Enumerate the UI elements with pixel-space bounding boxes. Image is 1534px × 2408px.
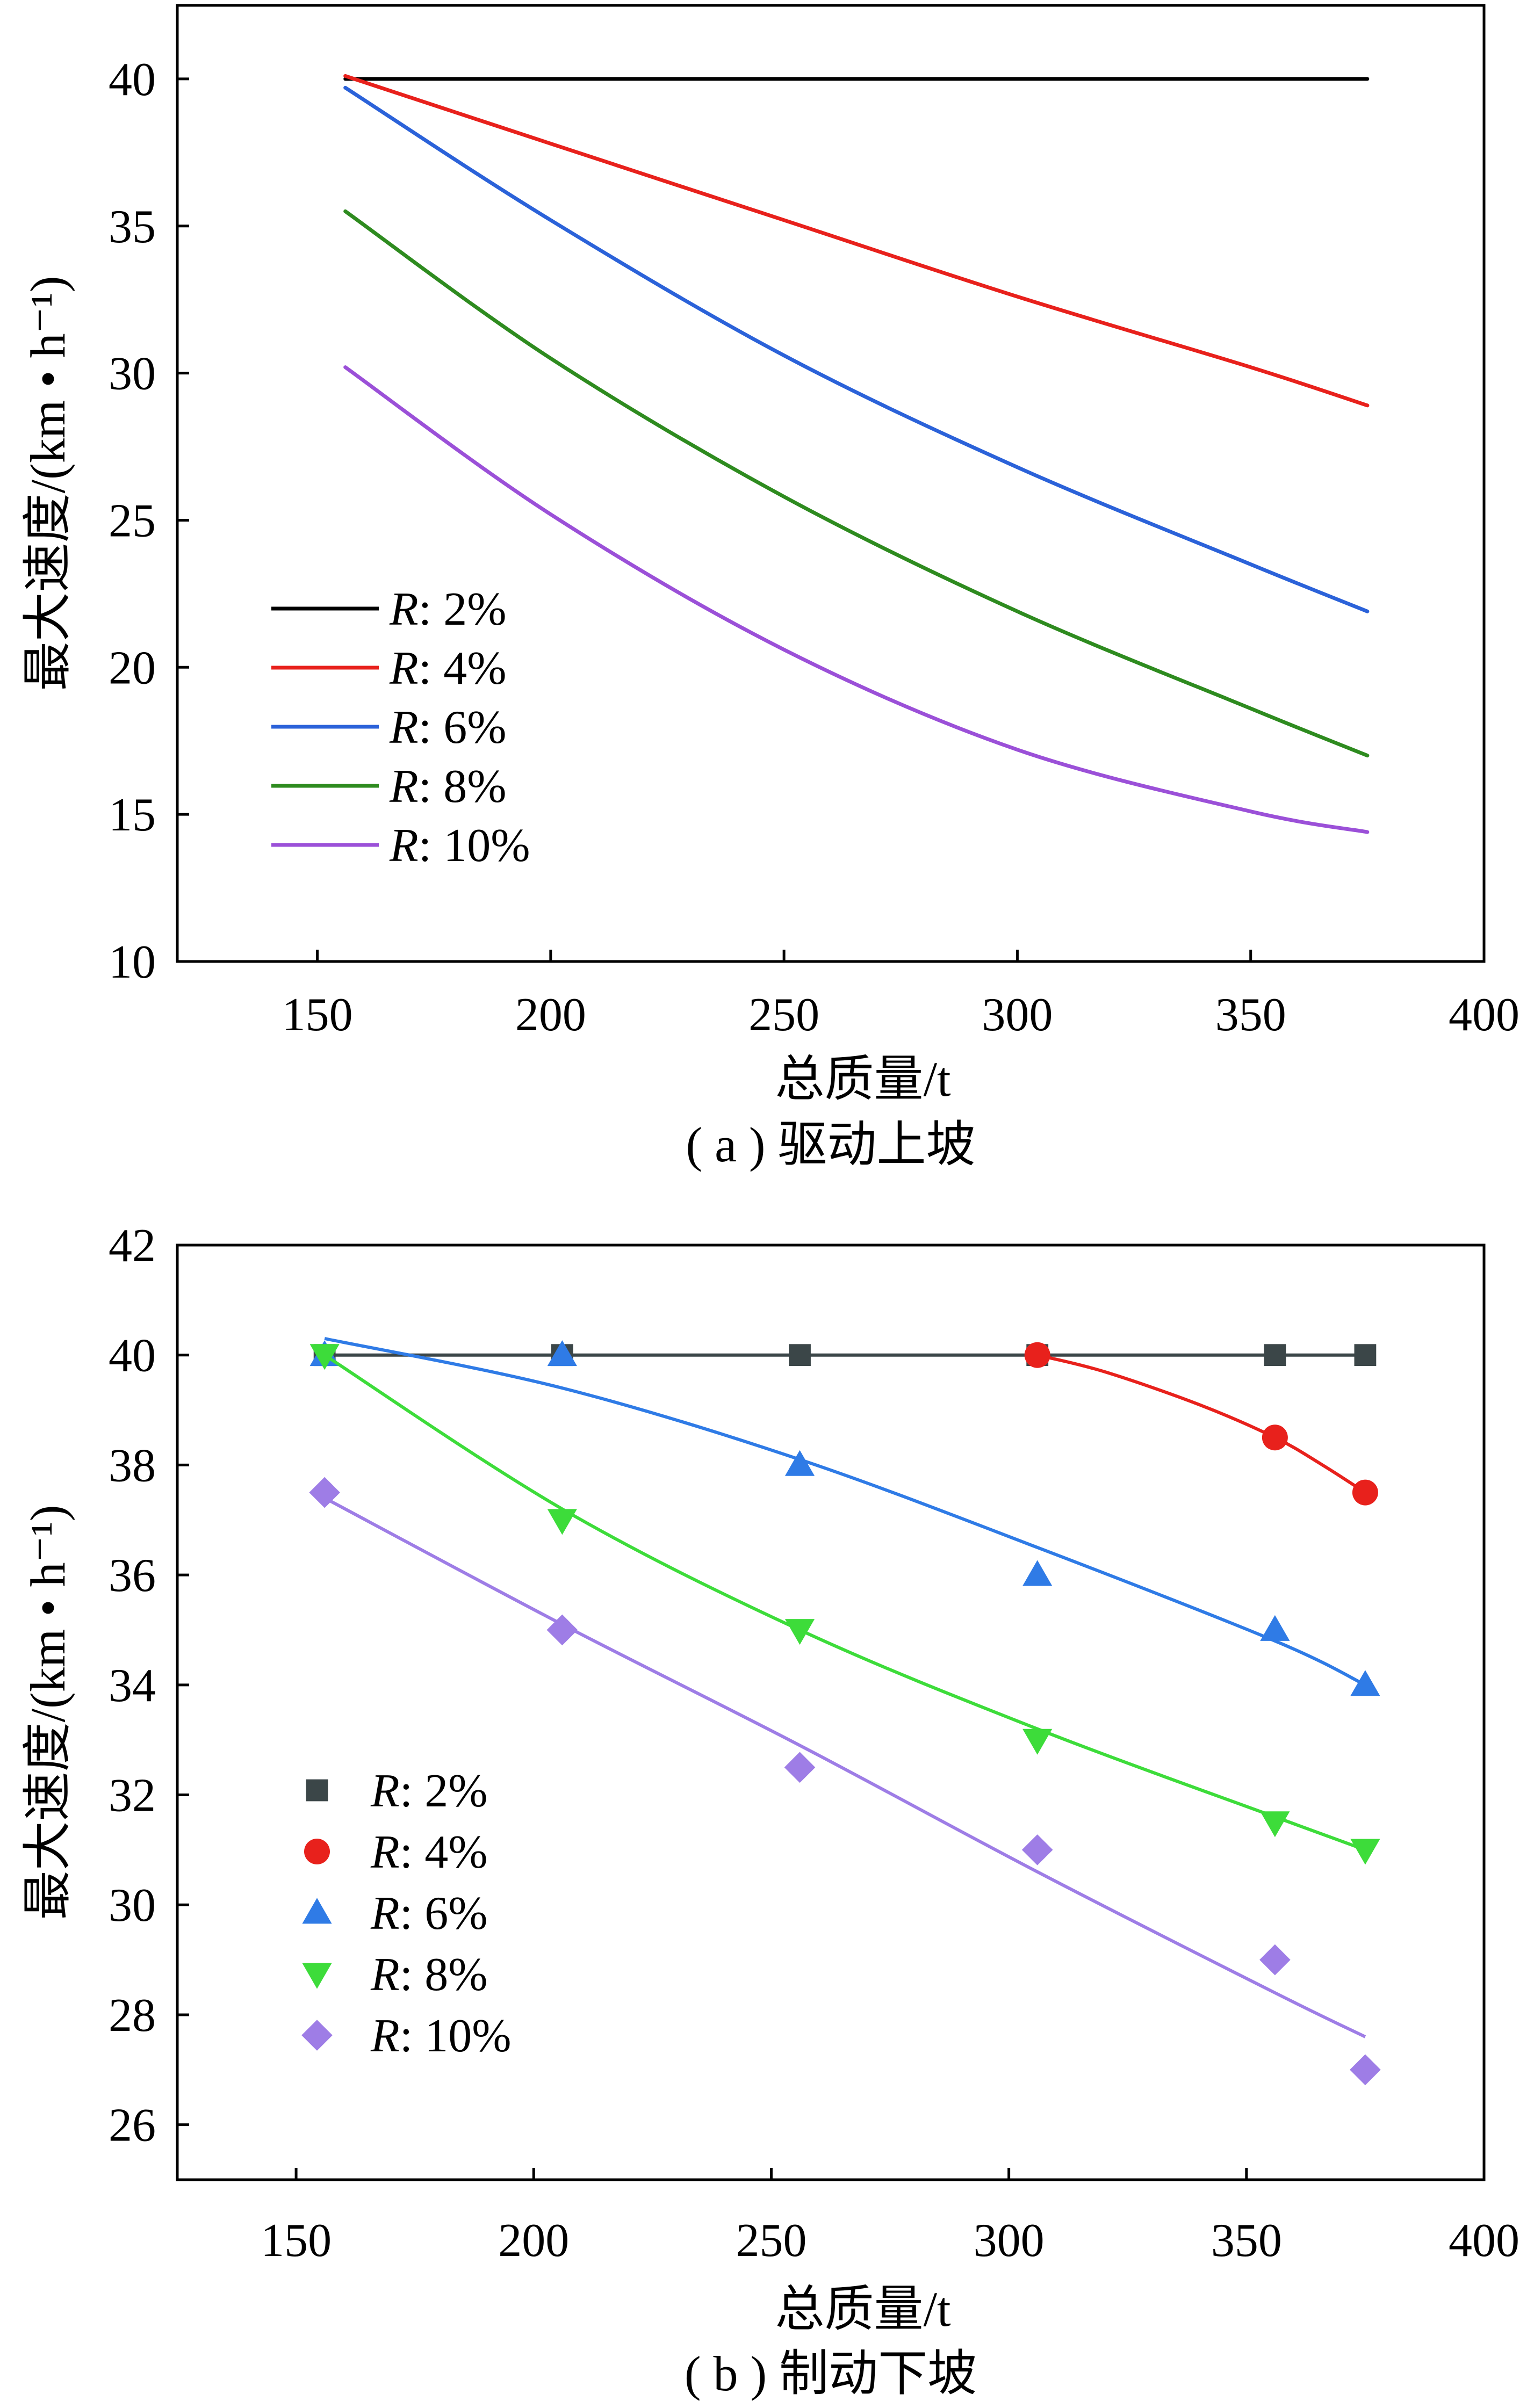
legend-label: R: 10% — [370, 2010, 512, 2062]
x-tick-label: 150 — [261, 2215, 332, 2267]
x-tick-label: 200 — [498, 2215, 569, 2267]
data-point — [1259, 1944, 1291, 1976]
data-point — [546, 1614, 578, 1646]
chart-a: 150 200 250 300 350 400 10 15 20 25 30 35 40 总质量/t 最大速… — [20, 4, 1519, 1172]
y-tick-label: 42 — [109, 1220, 156, 1272]
series-line — [343, 209, 1370, 758]
data-point — [1024, 1342, 1050, 1368]
x-tick-label: 150 — [282, 989, 353, 1041]
legend-label: R: 8% — [370, 1949, 488, 2001]
y-axis-label: 最大速度/(km • h⁻¹) — [20, 1505, 75, 1920]
data-point — [784, 1619, 815, 1645]
x-tick-label: 300 — [982, 989, 1053, 1041]
y-tick-label: 35 — [109, 201, 156, 253]
data-point — [1354, 1344, 1377, 1366]
data-point — [547, 1509, 577, 1535]
legend-swatch — [306, 1779, 328, 1802]
y-tick-label: 38 — [109, 1440, 156, 1492]
data-point — [784, 1752, 816, 1783]
series-1 — [343, 74, 1370, 408]
data-point — [789, 1344, 811, 1366]
legend-label: R: 6% — [370, 1888, 488, 1940]
plot-frame — [176, 1243, 1486, 2181]
data-point — [1022, 1729, 1053, 1755]
fit-line — [323, 1354, 1366, 1852]
x-axis-label: 总质量/t — [775, 2282, 951, 2337]
data-point — [1021, 1834, 1053, 1865]
legend-label: R: 6% — [389, 702, 507, 754]
x-tick-label: 200 — [515, 989, 586, 1041]
series-line — [343, 85, 1370, 613]
series-1 — [1024, 1342, 1378, 1506]
plot-frame — [176, 4, 1486, 963]
series-3 — [309, 1344, 1380, 1865]
data-point — [1262, 1424, 1288, 1451]
series-2 — [343, 85, 1370, 613]
data-point — [1264, 1344, 1286, 1366]
data-point — [1350, 1670, 1380, 1696]
series-4 — [343, 365, 1370, 834]
data-point — [1260, 1615, 1290, 1641]
legend-label: R: 4% — [389, 642, 507, 695]
y-tick-label: 10 — [109, 936, 156, 988]
series-0 — [313, 1344, 1377, 1366]
data-point — [309, 1477, 340, 1508]
legend-label: R: 4% — [370, 1826, 488, 1878]
x-tick-label: 350 — [1215, 989, 1286, 1041]
legend-label: R: 8% — [389, 761, 507, 813]
y-tick-label: 40 — [109, 54, 156, 106]
data-point — [784, 1450, 815, 1476]
y-tick-label: 36 — [109, 1550, 156, 1602]
legend-swatch — [302, 1963, 332, 1989]
x-tick-label: 400 — [1449, 989, 1519, 1041]
fit-line — [324, 1337, 1366, 1687]
data-point — [1350, 1839, 1380, 1865]
legend-label: R: 10% — [389, 820, 530, 872]
y-tick-label: 34 — [109, 1660, 156, 1712]
data-point — [547, 1340, 577, 1366]
y-axis-label: 最大速度/(km • h⁻¹) — [20, 276, 75, 691]
y-tick-label: 30 — [109, 348, 156, 400]
fit-line — [1036, 1353, 1366, 1494]
series-2 — [309, 1337, 1380, 1696]
data-point — [1352, 1479, 1378, 1506]
y-tick-label: 20 — [109, 642, 156, 694]
data-point — [1022, 1560, 1053, 1586]
series-line — [343, 74, 1370, 408]
legend-swatch — [302, 1898, 332, 1924]
figure-caption: ( a ) 驱动上坡 — [686, 1117, 975, 1172]
y-tick-label: 25 — [109, 495, 156, 547]
data-point — [1260, 1811, 1290, 1838]
series-3 — [343, 209, 1370, 758]
y-tick-label: 28 — [109, 1990, 156, 2042]
y-tick-label: 30 — [109, 1879, 156, 1932]
chart-b: 150 200 250 300 350 400 26 28 30 32 34 36 38 40 42 总质量/… — [20, 1220, 1519, 2401]
series-4 — [309, 1477, 1381, 2086]
legend-swatch — [301, 2020, 333, 2051]
x-tick-label: 250 — [736, 2215, 806, 2267]
y-tick-label: 26 — [109, 2100, 156, 2152]
y-tick-label: 40 — [109, 1330, 156, 1382]
x-tick-label: 400 — [1449, 2215, 1519, 2267]
y-tick-label: 15 — [109, 789, 156, 841]
x-tick-label: 250 — [748, 989, 819, 1041]
data-point — [309, 1344, 340, 1370]
legend-swatch — [304, 1839, 330, 1864]
x-axis-label: 总质量/t — [775, 1052, 951, 1107]
legend-label: R: 2% — [370, 1765, 488, 1817]
y-tick-label: 32 — [109, 1770, 156, 1822]
series-line — [343, 365, 1370, 834]
x-tick-label: 300 — [974, 2215, 1045, 2267]
figure-caption: ( b ) 制动下坡 — [685, 2346, 977, 2401]
x-tick-label: 350 — [1211, 2215, 1282, 2267]
data-point — [1350, 2054, 1381, 2086]
fit-line — [323, 1496, 1366, 2038]
legend-label: R: 2% — [389, 583, 507, 635]
